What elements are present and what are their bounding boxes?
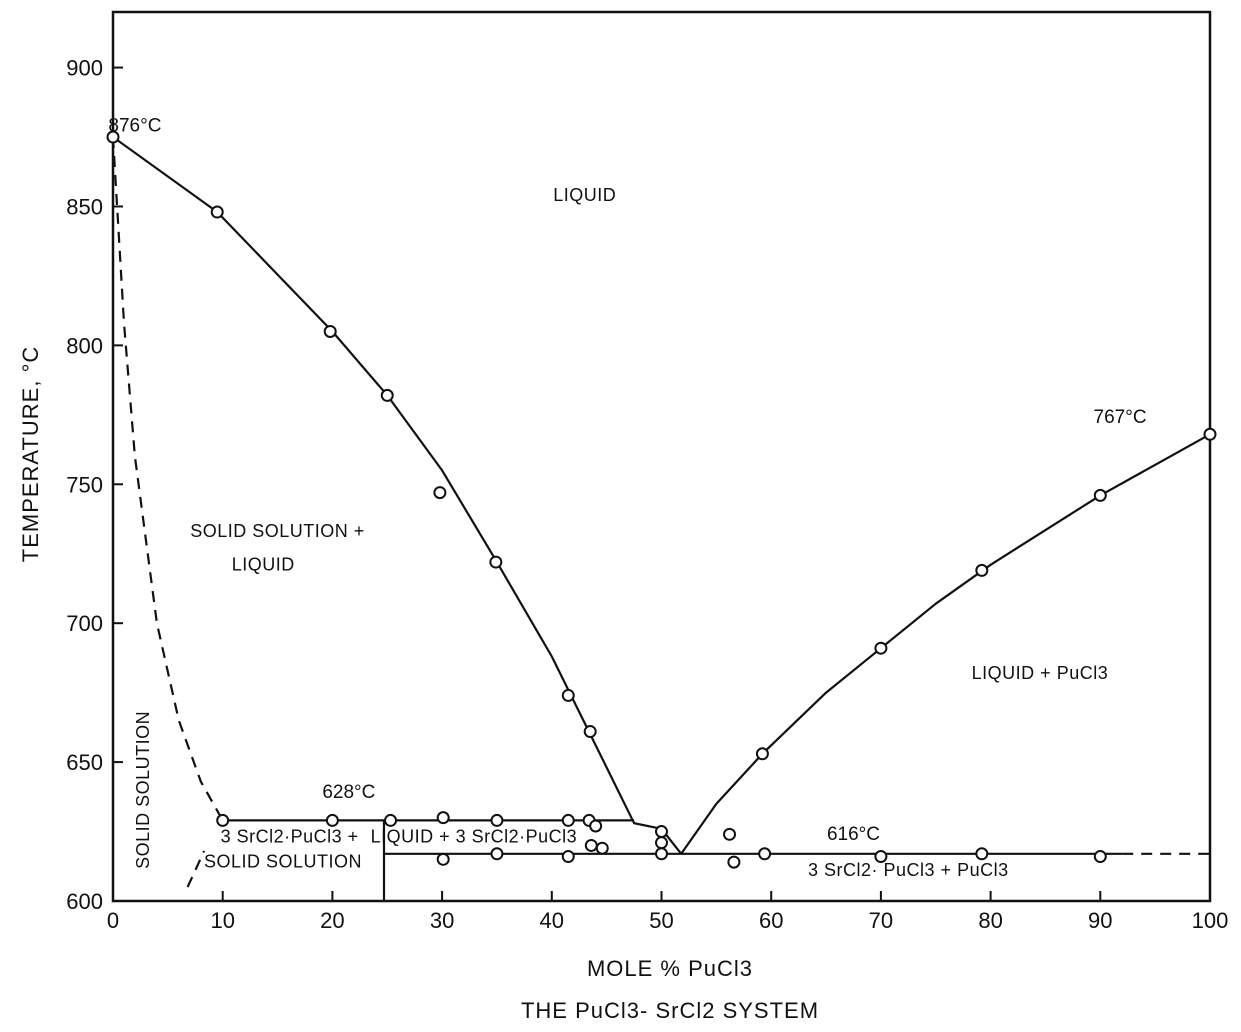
data-point bbox=[561, 688, 575, 702]
data-point bbox=[595, 841, 609, 855]
y-tick-label: 850 bbox=[66, 194, 103, 219]
region-labels: 876°C 767°C 628°C 616°C LIQUID SOLID SOLUTION… bbox=[108, 115, 1146, 880]
data-point bbox=[436, 852, 450, 866]
data-point bbox=[433, 486, 447, 500]
x-tick-label: 20 bbox=[320, 908, 344, 933]
data-points bbox=[106, 130, 1217, 869]
x-tick-label: 10 bbox=[210, 908, 234, 933]
x-tick-label: 30 bbox=[430, 908, 454, 933]
y-tick-label: 700 bbox=[66, 611, 103, 636]
y-axis-title: TEMPERATURE, °C bbox=[18, 346, 43, 563]
data-point bbox=[561, 813, 575, 827]
phase-boundaries bbox=[111, 136, 1211, 901]
data-point bbox=[655, 825, 668, 839]
region-label: 3 SrCl2·PuCl3 + bbox=[221, 827, 359, 847]
temperature-annotation: 616°C bbox=[827, 824, 880, 845]
data-point bbox=[106, 130, 120, 144]
data-point bbox=[1203, 427, 1217, 441]
y-tick-label: 800 bbox=[66, 333, 103, 358]
dashed-boundary bbox=[111, 136, 224, 821]
data-point bbox=[436, 811, 450, 825]
data-point bbox=[384, 813, 398, 827]
data-point bbox=[727, 855, 741, 869]
data-point bbox=[874, 850, 888, 864]
data-point bbox=[583, 725, 597, 739]
plot-frame bbox=[111, 10, 1212, 903]
data-point bbox=[380, 388, 394, 402]
x-tick-label: 90 bbox=[1088, 908, 1112, 933]
region-label: LIQUID + 3 SrCl2·PuCl3 bbox=[371, 827, 578, 847]
x-tick-label: 50 bbox=[649, 908, 673, 933]
region-label: LIQUID + PuCl3 bbox=[972, 663, 1109, 683]
data-point bbox=[323, 324, 337, 338]
region-label: SOLID SOLUTION + bbox=[190, 521, 365, 541]
temperature-annotation: 767°C bbox=[1094, 407, 1147, 428]
x-tick-label: 100 bbox=[1192, 908, 1229, 933]
phase-boundary-line bbox=[112, 136, 683, 855]
region-label-vertical: SOLID SOLUTION bbox=[133, 711, 153, 869]
data-point bbox=[655, 836, 668, 850]
y-tick-label: 600 bbox=[66, 889, 103, 914]
region-label: 3 SrCl2· PuCl3 + PuCl3 bbox=[808, 860, 1009, 880]
x-tick-label: 70 bbox=[869, 908, 893, 933]
data-point bbox=[490, 847, 504, 861]
temperature-annotation: 876°C bbox=[108, 115, 161, 136]
data-point bbox=[723, 827, 737, 841]
data-point bbox=[561, 850, 575, 864]
data-point bbox=[655, 847, 668, 861]
y-tick-label: 750 bbox=[66, 472, 103, 497]
data-point bbox=[758, 847, 772, 861]
region-label: LIQUID bbox=[232, 554, 295, 574]
data-point bbox=[210, 205, 224, 219]
data-point bbox=[589, 819, 603, 833]
data-point bbox=[490, 813, 504, 827]
region-label: LIQUID bbox=[553, 185, 616, 205]
data-point bbox=[1093, 850, 1107, 864]
x-tick-label: 40 bbox=[540, 908, 564, 933]
data-point bbox=[216, 813, 230, 827]
data-point bbox=[1093, 488, 1107, 502]
x-tick-label: 0 bbox=[107, 908, 119, 933]
phase-boundary-line bbox=[680, 433, 1211, 855]
data-point bbox=[975, 847, 989, 861]
data-point bbox=[489, 555, 503, 569]
axis-ticks: 0 10 20 30 40 50 60 70 80 90 100 600 650 700 750 800 850… bbox=[66, 56, 1228, 933]
data-point bbox=[874, 641, 888, 655]
x-tick-label: 60 bbox=[759, 908, 783, 933]
x-axis-title: MOLE % PuCl3 bbox=[587, 956, 753, 981]
data-point bbox=[584, 838, 598, 852]
dashed-boundary bbox=[186, 850, 206, 888]
temperature-annotation: 628°C bbox=[322, 782, 375, 803]
chart-caption: THE PuCl3- SrCl2 SYSTEM bbox=[521, 998, 819, 1023]
region-label: SOLID SOLUTION bbox=[204, 852, 362, 872]
data-point bbox=[755, 747, 769, 761]
data-point bbox=[325, 813, 339, 827]
y-tick-label: 650 bbox=[66, 750, 103, 775]
data-point bbox=[975, 563, 989, 577]
x-tick-label: 80 bbox=[978, 908, 1002, 933]
y-tick-label: 900 bbox=[66, 56, 103, 81]
